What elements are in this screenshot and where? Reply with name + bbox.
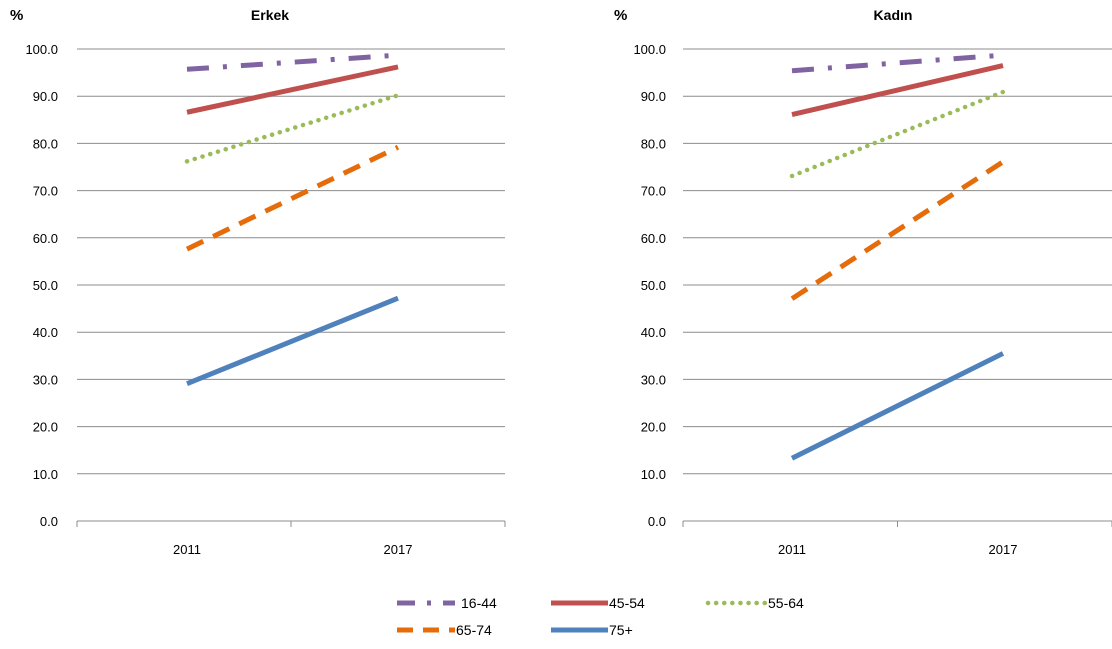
y-tick-label: 100.0	[633, 42, 666, 57]
legend: 16-44 45-54 55-64 65-74 75+	[397, 595, 804, 638]
legend-label: 75+	[609, 622, 633, 638]
legend-label: 65-74	[456, 622, 492, 638]
y-tick-label: 40.0	[641, 325, 666, 340]
series-line-16-44	[186, 52, 399, 72]
y-tick-label: 50.0	[641, 278, 666, 293]
series-line-45-54	[186, 64, 399, 115]
y-axis-label: %	[10, 7, 23, 24]
chart-title: Kadın	[874, 7, 913, 23]
y-tick-label: 90.0	[33, 89, 58, 104]
series-line-75plus	[186, 295, 399, 386]
y-tick-label: 50.0	[33, 278, 58, 293]
y-tick-label: 0.0	[40, 514, 58, 529]
series-line-55-64	[184, 93, 401, 164]
y-tick-label: 70.0	[33, 184, 58, 199]
y-tick-label: 80.0	[33, 136, 58, 151]
legend-label: 16-44	[461, 595, 497, 611]
y-tick-label: 90.0	[641, 89, 666, 104]
series-line-65-74	[185, 144, 400, 252]
y-tick-label: 30.0	[641, 372, 666, 387]
y-tick-label: 60.0	[641, 231, 666, 246]
y-tick-label: 30.0	[33, 372, 58, 387]
y-tick-label: 10.0	[33, 467, 58, 482]
legend-label: 45-54	[609, 595, 645, 611]
y-tick-label: 20.0	[641, 420, 666, 435]
y-tick-label: 10.0	[641, 467, 666, 482]
y-tick-label: 80.0	[641, 136, 666, 151]
y-tick-label: 100.0	[25, 42, 58, 57]
chart-panel-1: 0.0 10.0 20.0 30.0 40.0 50.0 60.0 70.0 80.0 90.0 1…	[10, 7, 506, 557]
y-tick-label: 0.0	[648, 514, 666, 529]
chart-title: Erkek	[251, 7, 289, 23]
series-line-16-44	[791, 52, 1004, 74]
series-line-75plus	[790, 351, 1005, 461]
y-tick-label: 40.0	[33, 325, 58, 340]
chart-panel-2: 0.0 10.0 20.0 30.0 40.0 50.0 60.0 70.0 80.0 90.0 1…	[614, 7, 1112, 557]
series-line-45-54	[791, 63, 1004, 118]
x-tick-label: 2011	[778, 542, 806, 557]
x-tick-label: 2017	[989, 542, 1018, 557]
y-axis-label: %	[614, 7, 627, 24]
series-line-65-74	[790, 159, 1005, 301]
x-tick-label: 2011	[173, 542, 201, 557]
y-tick-label: 20.0	[33, 420, 58, 435]
x-tick-label: 2017	[384, 542, 413, 557]
legend-label: 55-64	[768, 595, 804, 611]
y-tick-label: 60.0	[33, 231, 58, 246]
series-line-55-64	[789, 89, 1006, 179]
y-tick-label: 70.0	[641, 184, 666, 199]
